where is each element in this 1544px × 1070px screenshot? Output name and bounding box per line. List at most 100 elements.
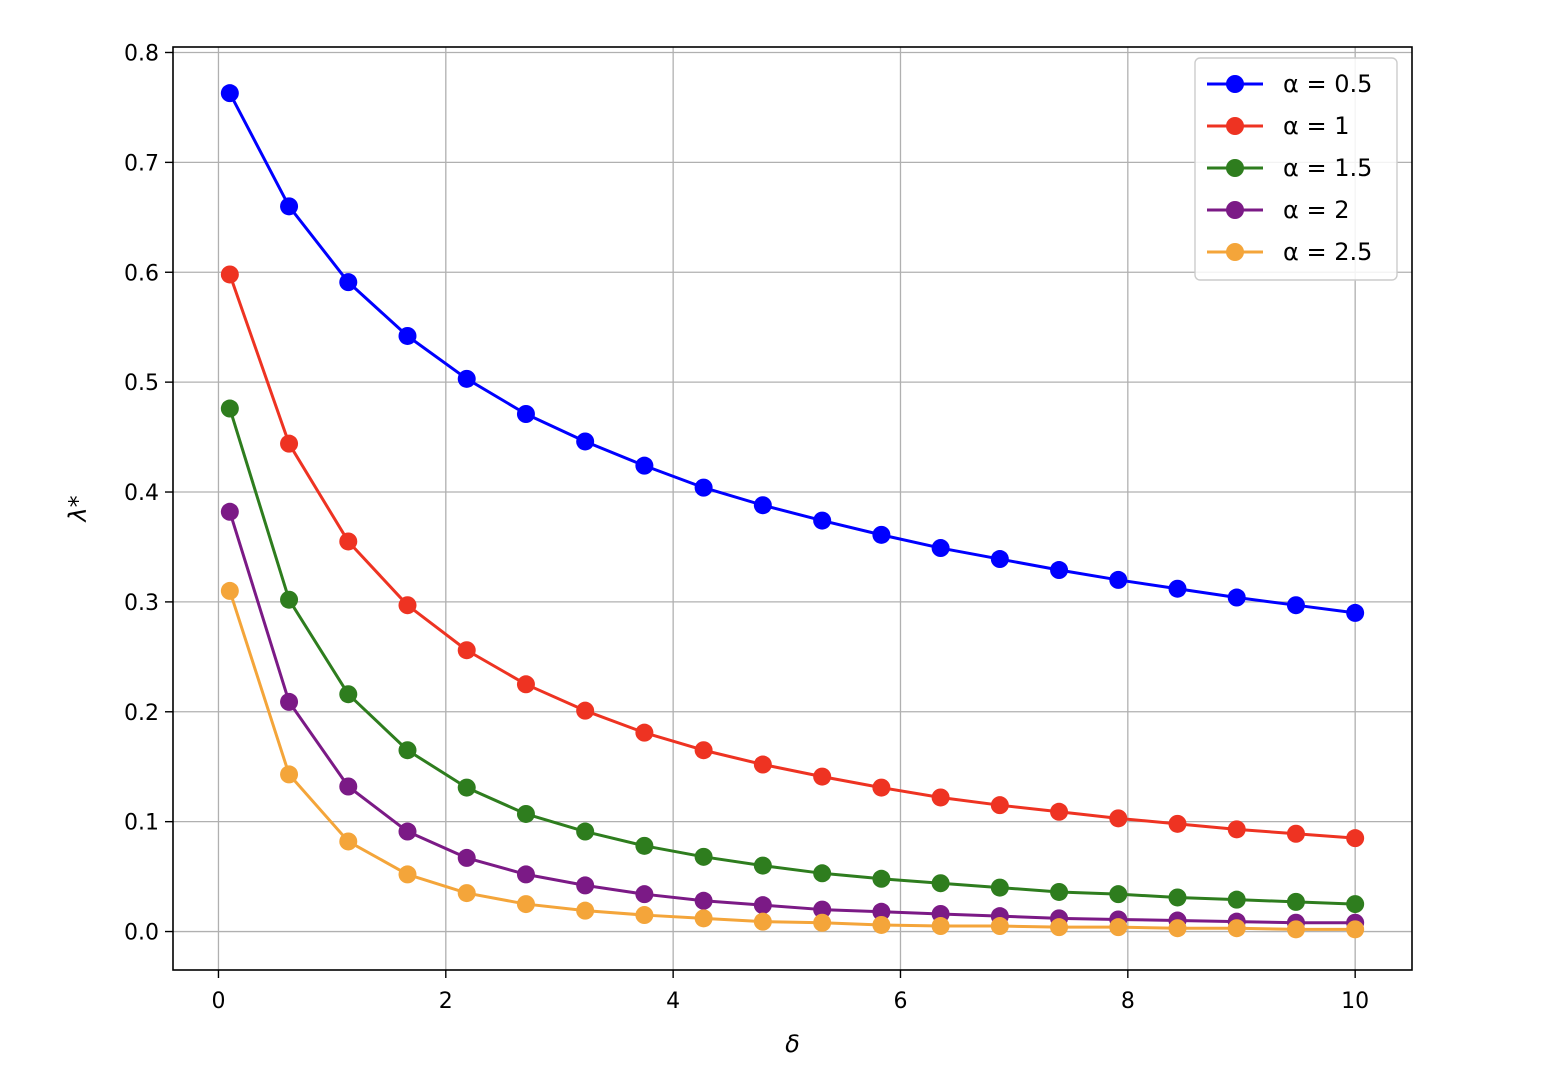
data-point [694,478,713,497]
data-point [694,741,713,760]
y-axis-label: λ* [64,495,92,523]
data-point [1109,809,1128,828]
data-point [813,511,832,530]
data-point [990,878,1009,897]
data-point [1050,882,1069,901]
data-point [1346,920,1365,939]
x-tick-label: 2 [439,989,453,1014]
x-tick-label: 6 [893,989,907,1014]
data-point [280,590,299,609]
data-point [990,796,1009,815]
data-point [931,874,950,893]
y-tick-label: 0.8 [124,41,159,66]
data-point [813,864,832,883]
legend-item: α = 2 [1207,196,1349,224]
data-point [1227,919,1246,938]
series-line [228,590,1356,931]
data-point [1286,596,1305,615]
legend-marker [1226,243,1244,261]
legend-label: α = 2 [1283,196,1349,224]
data-point [1227,890,1246,909]
data-point [576,901,595,920]
data-point [1050,561,1069,580]
legend-item: α = 2.5 [1207,238,1372,266]
data-point [990,550,1009,569]
data-point [220,502,239,521]
data-point [753,755,772,774]
legend-marker [1226,75,1244,93]
data-point [872,869,891,888]
data-point [339,532,358,551]
data-point [753,896,772,915]
series-line [228,273,1356,840]
x-axis-label: δ [785,1030,800,1058]
data-point [457,641,476,660]
legend-item: α = 1 [1207,112,1349,140]
data-point [753,496,772,515]
data-point [398,741,417,760]
data-point [813,913,832,932]
data-point [1286,892,1305,911]
data-point [398,865,417,884]
data-point [457,778,476,797]
legend-marker [1226,117,1244,135]
data-point [694,891,713,910]
data-point [635,836,654,855]
data-point [872,525,891,544]
data-point [576,701,595,720]
x-tick-label: 8 [1121,989,1135,1014]
series-layer [220,84,1365,939]
y-tick-label: 0.0 [124,921,159,946]
y-tick-label: 0.5 [124,371,159,396]
data-point [220,84,239,103]
data-point [220,399,239,418]
data-point [1227,588,1246,607]
data-point [457,884,476,903]
series-line [228,511,1356,925]
data-point [516,405,535,424]
x-tick-label: 0 [211,989,225,1014]
legend-item: α = 1.5 [1207,154,1372,182]
legend-label: α = 1 [1283,112,1349,140]
data-point [753,856,772,875]
grid [173,47,1412,970]
y-tick-label: 0.1 [124,811,159,836]
data-point [1050,802,1069,821]
data-point [516,865,535,884]
y-tick-label: 0.3 [124,591,159,616]
x-tick-label: 10 [1341,989,1369,1014]
data-point [753,912,772,931]
data-point [635,723,654,742]
legend-label: α = 0.5 [1283,70,1372,98]
y-tick-label: 0.4 [124,481,159,506]
data-point [1168,919,1187,938]
data-point [1346,829,1365,848]
data-point [457,848,476,867]
data-point [280,434,299,453]
x-tick-label: 4 [666,989,680,1014]
data-point [813,767,832,786]
data-point [931,539,950,558]
data-point [931,788,950,807]
series-2 [220,265,1365,848]
data-point [1346,603,1365,622]
series-3 [220,399,1365,914]
data-point [635,456,654,475]
plot-frame [172,46,1413,971]
data-point [635,906,654,925]
legend: α = 0.5 α = 1 α = 1.5 α = 2 α = 2.5 [1194,57,1398,281]
data-point [1109,885,1128,904]
data-point [516,804,535,823]
data-point [576,432,595,451]
legend-item: α = 0.5 [1207,70,1372,98]
legend-label: α = 2.5 [1283,238,1372,266]
data-point [457,369,476,388]
data-point [1050,918,1069,937]
axis-ticks: 0 2 4 6 8 10 0.0 0.1 0.2 0.3 0.4 0.5 0.6 0.7 0.8 [124,41,1369,1014]
series-5 [220,581,1365,939]
data-point [576,876,595,895]
data-point [339,273,358,292]
legend-label: α = 1.5 [1283,154,1372,182]
data-point [516,675,535,694]
